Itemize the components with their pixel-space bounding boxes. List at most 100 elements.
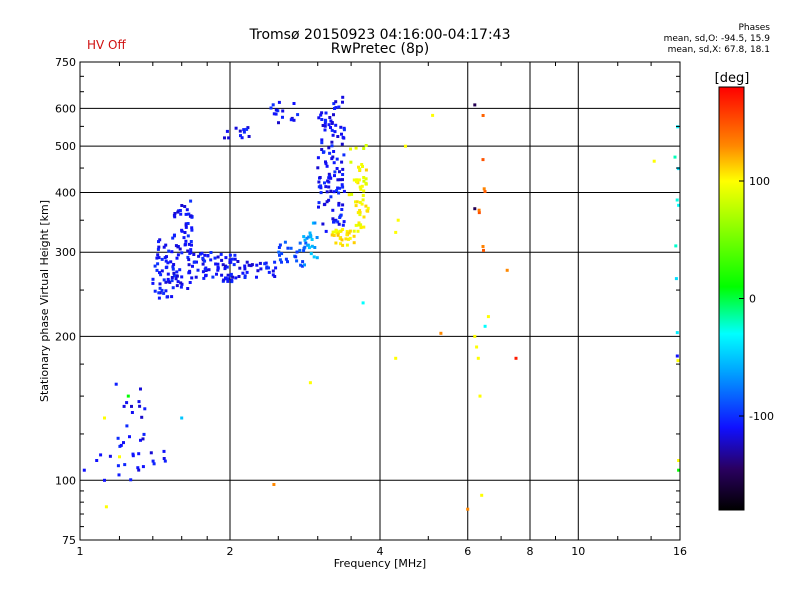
echo-point [330, 157, 334, 161]
echo-point [151, 459, 155, 463]
echo-point [139, 438, 142, 442]
echo-point [203, 267, 207, 271]
echo-point [164, 280, 168, 284]
echo-point [674, 277, 678, 281]
echo-point [350, 192, 354, 196]
echo-point [138, 404, 142, 408]
echo-point [122, 441, 125, 445]
echo-point [227, 136, 231, 140]
echo-point [273, 260, 277, 264]
echo-point [320, 138, 324, 142]
echo-point [396, 218, 400, 222]
echo-point [122, 404, 126, 408]
echo-point [364, 177, 368, 181]
echo-point [330, 121, 334, 124]
echo-point [337, 203, 341, 207]
data-points [82, 95, 680, 511]
echo-point [157, 256, 161, 260]
echo-point [225, 129, 229, 133]
echo-point [172, 271, 176, 275]
echo-point [321, 222, 325, 226]
echo-point [308, 231, 312, 235]
echo-point [321, 124, 325, 127]
echo-point [149, 451, 153, 455]
echo-point [352, 234, 356, 238]
colorbar-tick-label: 100 [749, 175, 770, 188]
echo-point [307, 246, 311, 250]
echo-point [245, 260, 249, 264]
echo-point [317, 201, 321, 205]
echo-point [316, 156, 320, 160]
echo-point [157, 291, 161, 295]
echo-point [345, 230, 349, 233]
echo-point [247, 135, 251, 138]
echo-point [337, 191, 341, 195]
echo-point [183, 243, 187, 247]
echo-point [196, 268, 200, 272]
echo-point [361, 165, 364, 168]
echo-point [315, 256, 319, 260]
echo-point [164, 259, 168, 263]
echo-point [200, 251, 204, 255]
echo-point [223, 136, 226, 140]
echo-point [151, 281, 155, 285]
echo-point [189, 248, 193, 252]
echo-point [165, 255, 168, 259]
echo-point [103, 416, 106, 420]
echo-point [482, 187, 486, 191]
echo-point [231, 275, 235, 279]
echo-point [203, 253, 207, 257]
y-tick-label: 500 [55, 140, 76, 153]
echo-point [166, 272, 170, 276]
echo-point [141, 465, 145, 469]
echo-point [119, 443, 123, 447]
echo-point [171, 265, 175, 269]
echo-point [365, 209, 369, 213]
echo-point [341, 203, 345, 207]
echo-point [156, 262, 160, 266]
colorbar-tick-label: 0 [749, 293, 756, 306]
echo-point [483, 190, 487, 193]
echo-point [175, 256, 179, 260]
echo-point [332, 234, 336, 237]
echo-point [129, 478, 133, 482]
echo-point [347, 193, 351, 197]
echo-point [332, 102, 336, 106]
echo-point [174, 277, 178, 281]
echo-point [278, 253, 281, 257]
echo-point [193, 260, 197, 264]
echo-point [158, 286, 162, 290]
echo-point [337, 201, 341, 205]
echo-point [241, 271, 245, 275]
echo-point [219, 252, 223, 256]
echo-point [319, 113, 323, 117]
echo-point [334, 100, 338, 104]
echo-point [271, 269, 275, 273]
echo-point [280, 260, 283, 264]
echo-point [354, 223, 358, 227]
echo-point [358, 211, 362, 214]
echo-point [125, 401, 129, 405]
echo-point [187, 242, 191, 246]
echo-point [153, 289, 157, 293]
echo-point [349, 160, 353, 164]
echo-point [336, 186, 340, 190]
echo-point [676, 359, 680, 363]
echo-point [329, 176, 333, 180]
echo-point [478, 394, 482, 398]
echo-point [366, 206, 370, 210]
echo-point [179, 281, 183, 285]
echo-point [473, 334, 477, 338]
echo-point [322, 203, 326, 207]
echo-point [184, 225, 188, 229]
echo-point [206, 254, 210, 257]
echo-point [477, 211, 481, 215]
echo-point [673, 155, 677, 159]
x-tick-label: 2 [227, 545, 234, 558]
echo-point [277, 246, 281, 249]
echo-point [318, 176, 322, 179]
echo-point [184, 222, 188, 226]
echo-point [324, 185, 328, 189]
echo-point [176, 280, 180, 284]
echo-point [355, 200, 359, 204]
